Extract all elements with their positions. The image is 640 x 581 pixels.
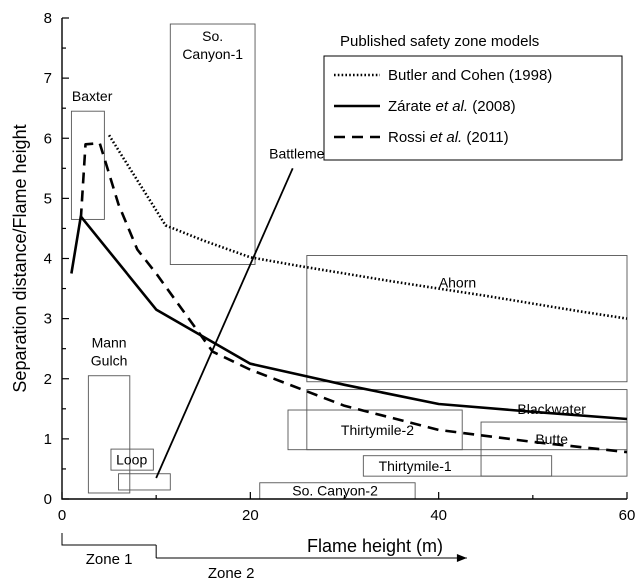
zone-1-label: Zone 1 [86,551,133,568]
region-label: Ahorn [439,275,476,291]
legend-entry-part: (2008) [468,98,516,115]
x-tick-label: 40 [430,507,447,524]
legend-title: Published safety zone models [340,33,539,50]
annotations: Battlement Ck [156,145,358,478]
region-label: So. Canyon-2 [292,483,378,499]
y-tick-label: 6 [44,130,52,147]
y-tick-label: 0 [44,491,52,508]
legend-entry-part: Zárate [388,98,436,115]
x-axis-title: Flame height (m) [307,536,443,556]
y-tick-label: 8 [44,10,52,27]
x-tick-label: 0 [58,507,66,524]
region-box [307,390,627,450]
y-tick-label: 5 [44,190,52,207]
series-line-butler [109,135,627,318]
x-tick-label: 60 [619,507,636,524]
y-tick-label: 7 [44,70,52,87]
y-axis-title: Separation distance/Flame height [10,124,30,392]
region-label: Mann [92,335,127,351]
series-line-zarate [71,216,627,419]
zone-1-bracket [62,533,156,545]
zone-2-label: Zone 2 [208,565,255,581]
y-tick-label: 1 [44,431,52,448]
region-box [119,474,171,490]
annotation-line [156,168,293,478]
region-label: So. [202,28,223,44]
legend-entry-part: Butler and Cohen (1998) [388,67,552,84]
y-tick-label: 4 [44,251,52,268]
region-box [71,111,104,219]
legend-entry: Butler and Cohen (1998) [388,67,552,84]
legend-entry-part: Rossi [388,129,430,146]
region-label: Loop [116,451,147,467]
legend: Published safety zone models Butler and C… [324,33,622,160]
legend-entry-part: (2011) [462,129,508,146]
region-label: Gulch [91,353,128,369]
region-box [88,376,129,493]
region-label: Baxter [72,88,113,104]
legend-entry: Rossi et al. (2011) [388,129,509,146]
legend-entry-part: et al. [430,129,463,146]
region-label: Thirtymile-1 [379,458,452,474]
y-tick-label: 2 [44,371,52,388]
legend-entry-part: et al. [436,98,469,115]
y-tick-label: 3 [44,311,52,328]
region-label: Thirtymile-2 [341,422,414,438]
x-tick-label: 20 [242,507,259,524]
legend-entry: Zárate et al. (2008) [388,98,516,115]
region-label: Canyon-1 [182,46,243,62]
zone-2-arrowhead [457,554,467,562]
